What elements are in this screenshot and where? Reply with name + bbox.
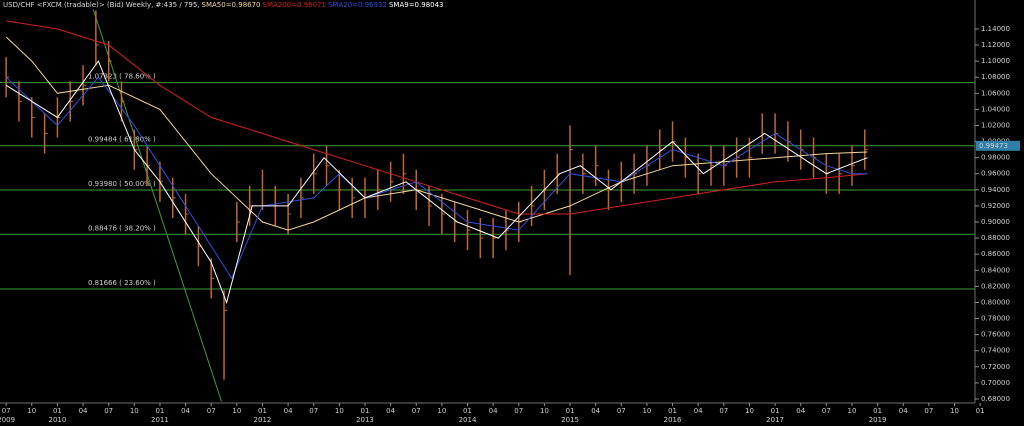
year-label: 2011 <box>151 416 169 424</box>
x-tick-label: 07 <box>104 407 113 415</box>
y-tick-label: 1.02000 <box>981 121 1010 129</box>
x-tick-label: 04 <box>694 407 703 415</box>
x-tick-label: 10 <box>130 407 139 415</box>
x-tick-label: 10 <box>950 407 959 415</box>
y-tick-label: 0.76000 <box>981 331 1010 339</box>
legend-entry: SMA50=0.98670 <box>202 1 261 9</box>
y-tick-label: 1.08000 <box>981 73 1010 81</box>
x-tick-label: 10 <box>27 407 36 415</box>
header-title: USD/CHF <FXCM (tradable)> (Bid) Weekly, … <box>3 1 200 9</box>
x-tick-label: 10 <box>232 407 241 415</box>
y-tick-label: 0.82000 <box>981 282 1010 290</box>
year-label: 2013 <box>356 416 374 424</box>
x-tick-label: 01 <box>53 407 62 415</box>
x-tick-label: 01 <box>155 407 164 415</box>
x-tick-label: 10 <box>335 407 344 415</box>
y-tick-label: 0.78000 <box>981 315 1010 323</box>
legend-entry: SMA9=0.98043 <box>389 1 444 9</box>
y-tick-label: 0.92000 <box>981 202 1010 210</box>
y-tick-label: 0.72000 <box>981 363 1010 371</box>
x-tick-label: 04 <box>79 407 88 415</box>
y-tick-label: 0.84000 <box>981 266 1010 274</box>
y-tick-label: 0.70000 <box>981 379 1010 387</box>
y-tick-label: 1.12000 <box>981 41 1010 49</box>
year-label: 2009 <box>0 416 15 424</box>
y-tick-label: 0.90000 <box>981 218 1010 226</box>
x-tick-label: 10 <box>848 407 857 415</box>
y-tick-label: 1.10000 <box>981 57 1010 65</box>
x-tick-label: 10 <box>437 407 446 415</box>
y-tick-label: 0.98000 <box>981 154 1010 162</box>
fib-label: 0.81666 ( 23.60% ) <box>88 279 156 287</box>
x-tick-label: 07 <box>617 407 626 415</box>
y-tick-label: 0.74000 <box>981 347 1010 355</box>
fib-label: 1.07323 ( 78.60% ) <box>88 73 156 81</box>
moving-average <box>5 36 868 231</box>
x-tick-label: 01 <box>258 407 267 415</box>
y-tick-label: 1.14000 <box>981 25 1010 33</box>
x-tick-label: 07 <box>207 407 216 415</box>
moving-average <box>5 60 868 305</box>
legend-entry: SMA20=0.96932 <box>328 1 387 9</box>
last-price-label: 0.99473 <box>979 142 1008 150</box>
y-tick-label: 1.06000 <box>981 89 1010 97</box>
x-tick-label: 07 <box>309 407 318 415</box>
x-tick-label: 01 <box>463 407 472 415</box>
year-label: 2015 <box>561 416 579 424</box>
fib-label: 0.99484 ( 61.80% ) <box>88 136 156 144</box>
year-label: 2016 <box>664 416 682 424</box>
x-tick-label: 04 <box>181 407 190 415</box>
x-tick-label: 07 <box>2 407 11 415</box>
y-tick-label: 0.94000 <box>981 186 1010 194</box>
y-tick-label: 0.80000 <box>981 298 1010 306</box>
y-tick-label: 0.68000 <box>981 395 1010 403</box>
y-tick-label: 0.88000 <box>981 234 1010 242</box>
x-tick-label: 10 <box>745 407 754 415</box>
x-tick-label: 07 <box>412 407 421 415</box>
y-tick-label: 1.04000 <box>981 105 1010 113</box>
x-tick-label: 04 <box>796 407 805 415</box>
x-tick-label: 01 <box>976 407 985 415</box>
x-tick-label: 04 <box>899 407 908 415</box>
x-tick-label: 04 <box>591 407 600 415</box>
x-tick-label: 10 <box>540 407 549 415</box>
x-tick-label: 01 <box>566 407 575 415</box>
last-price-tag <box>976 140 1020 151</box>
moving-average <box>5 76 868 280</box>
x-tick-label: 01 <box>361 407 370 415</box>
x-tick-label: 04 <box>489 407 498 415</box>
year-label: 2010 <box>48 416 66 424</box>
year-label: 2014 <box>459 416 477 424</box>
x-tick-label: 01 <box>873 407 882 415</box>
year-label: 2017 <box>766 416 784 424</box>
x-tick-label: 01 <box>668 407 677 415</box>
year-label: 2019 <box>869 416 887 424</box>
chart-header: USD/CHF <FXCM (tradable)> (Bid) Weekly, … <box>3 1 444 9</box>
trendline <box>92 9 222 402</box>
x-tick-label: 04 <box>284 407 293 415</box>
fib-label: 0.88476 ( 38.20% ) <box>88 224 156 232</box>
x-tick-label: 10 <box>642 407 651 415</box>
fib-label: 0.93980 ( 50.00% ) <box>88 180 156 188</box>
year-label: 2012 <box>254 416 272 424</box>
x-tick-label: 01 <box>771 407 780 415</box>
y-tick-label: 0.86000 <box>981 250 1010 258</box>
x-tick-label: 07 <box>822 407 831 415</box>
legend-entry: SMA200=0.96071 <box>263 1 326 9</box>
x-tick-label: 07 <box>719 407 728 415</box>
x-tick-label: 07 <box>924 407 933 415</box>
x-tick-label: 04 <box>386 407 395 415</box>
moving-average <box>6 20 868 215</box>
x-tick-label: 07 <box>514 407 523 415</box>
y-tick-label: 0.96000 <box>981 170 1010 178</box>
